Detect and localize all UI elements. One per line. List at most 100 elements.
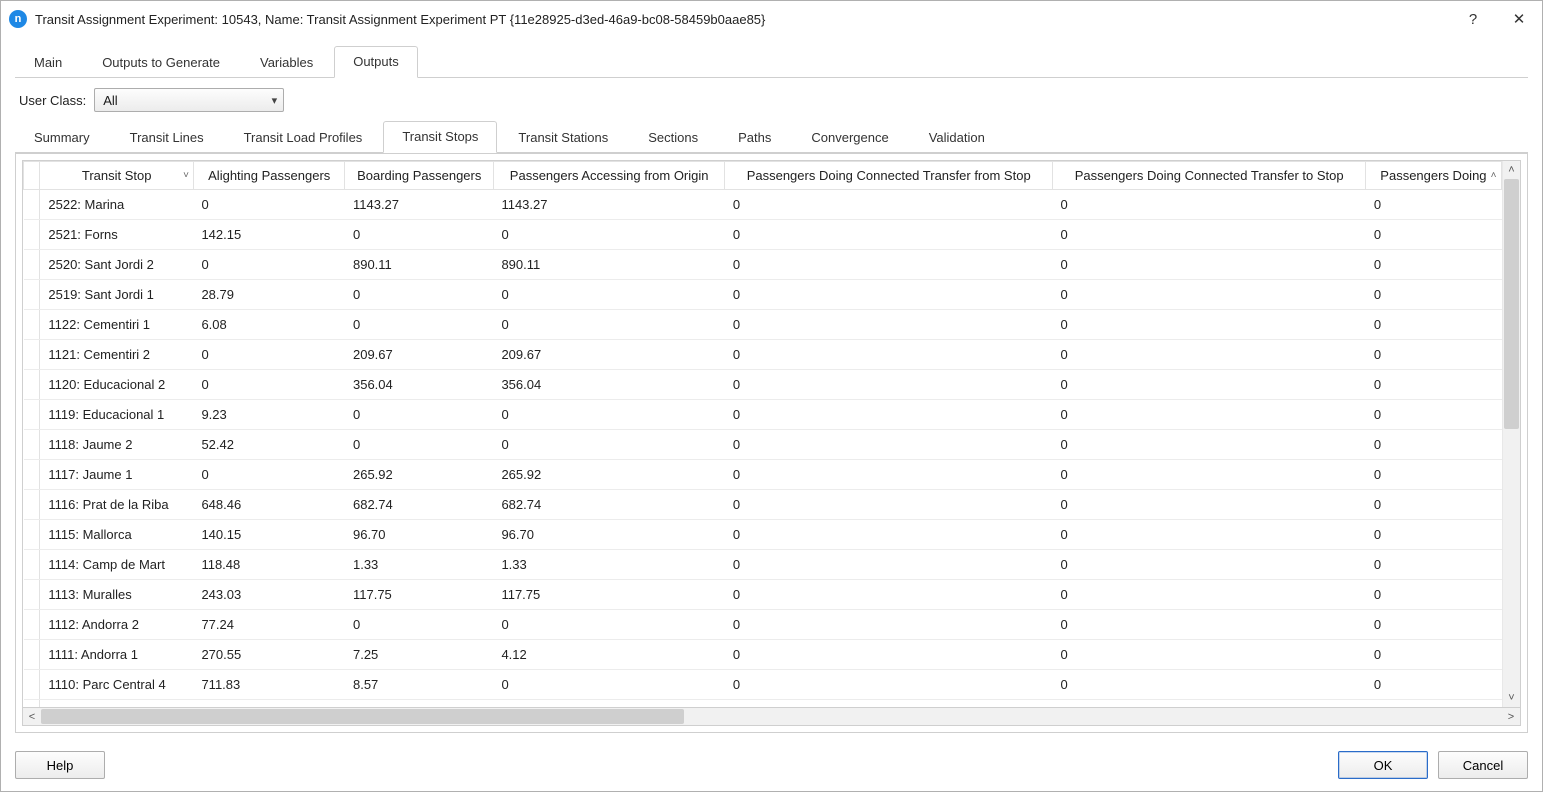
cancel-button[interactable]: Cancel — [1438, 751, 1528, 779]
user-class-select[interactable]: All ▾ — [94, 88, 284, 112]
help-icon[interactable]: ? — [1450, 1, 1496, 37]
row-handle[interactable] — [24, 400, 40, 430]
table-row[interactable]: 1118: Jaume 252.4200000 — [24, 430, 1520, 460]
top-tab-outputs-to-generate[interactable]: Outputs to Generate — [83, 47, 239, 78]
scroll-right-arrow-icon[interactable]: > — [1502, 708, 1520, 725]
table-row[interactable]: 1115: Mallorca140.1596.7096.70000 — [24, 520, 1520, 550]
row-handle[interactable] — [24, 220, 40, 250]
user-class-row: User Class: All ▾ — [19, 88, 1528, 112]
cell-value: 0 — [1053, 490, 1366, 520]
horizontal-scrollbar[interactable]: < > — [23, 707, 1520, 725]
row-handle[interactable] — [24, 610, 40, 640]
cell-value: 117.75 — [345, 580, 493, 610]
table-body: 2522: Marina01143.271143.270002521: Forn… — [24, 190, 1520, 708]
table-row[interactable]: 1122: Cementiri 16.0800000 — [24, 310, 1520, 340]
table-row[interactable]: 1111: Andorra 1270.557.254.12000 — [24, 640, 1520, 670]
table-row[interactable]: 2522: Marina01143.271143.27000 — [24, 190, 1520, 220]
top-tab-variables[interactable]: Variables — [241, 47, 332, 78]
column-header[interactable]: Passengers Doing˄ — [1366, 162, 1501, 190]
row-handle[interactable] — [24, 460, 40, 490]
horizontal-scroll-track[interactable] — [41, 708, 1502, 725]
column-header[interactable]: Alighting Passengers — [193, 162, 345, 190]
close-icon[interactable]: ✕ — [1496, 1, 1542, 37]
cell-value: 0 — [725, 520, 1053, 550]
row-handle[interactable] — [24, 250, 40, 280]
scroll-up-arrow-icon[interactable]: ˄ — [1503, 161, 1520, 179]
sub-tab-transit-lines[interactable]: Transit Lines — [111, 122, 223, 153]
cell-value: 265.92 — [493, 460, 724, 490]
cell-value: 0 — [725, 400, 1053, 430]
row-handle[interactable] — [24, 490, 40, 520]
table-row[interactable]: 1110: Parc Central 4711.838.570000 — [24, 670, 1520, 700]
cell-value: 0 — [345, 700, 493, 708]
sub-tab-transit-stations[interactable]: Transit Stations — [499, 122, 627, 153]
top-tab-outputs[interactable]: Outputs — [334, 46, 418, 78]
cell-stop-name: 1116: Prat de la Riba — [40, 490, 194, 520]
table-row[interactable]: 1108: Parc Central 2113.4300000 — [24, 700, 1520, 708]
cell-value: 0 — [345, 220, 493, 250]
row-handle[interactable] — [24, 550, 40, 580]
sub-tab-paths[interactable]: Paths — [719, 122, 790, 153]
cell-stop-name: 1112: Andorra 2 — [40, 610, 194, 640]
cell-value: 0 — [1053, 670, 1366, 700]
row-handle[interactable] — [24, 190, 40, 220]
cell-value: 1.33 — [345, 550, 493, 580]
top-tab-main[interactable]: Main — [15, 47, 81, 78]
cell-value: 118.48 — [193, 550, 345, 580]
table-row[interactable]: 1119: Educacional 19.2300000 — [24, 400, 1520, 430]
table-row[interactable]: 2519: Sant Jordi 128.7900000 — [24, 280, 1520, 310]
row-handle[interactable] — [24, 340, 40, 370]
row-handle[interactable] — [24, 310, 40, 340]
user-class-value: All — [103, 93, 117, 108]
sub-tab-convergence[interactable]: Convergence — [792, 122, 907, 153]
column-header[interactable]: Passengers Doing Connected Transfer to S… — [1053, 162, 1366, 190]
cell-value: 0 — [493, 700, 724, 708]
help-button[interactable]: Help — [15, 751, 105, 779]
row-handle[interactable] — [24, 580, 40, 610]
cell-value: 0 — [1053, 520, 1366, 550]
cell-stop-name: 1119: Educacional 1 — [40, 400, 194, 430]
cell-value: 0 — [1053, 250, 1366, 280]
row-handle[interactable] — [24, 670, 40, 700]
table-row[interactable]: 1117: Jaume 10265.92265.92000 — [24, 460, 1520, 490]
cell-value: 142.15 — [193, 220, 345, 250]
cell-value: 0 — [345, 310, 493, 340]
cell-value: 0 — [193, 460, 345, 490]
row-handle[interactable] — [24, 700, 40, 708]
table-row[interactable]: 1112: Andorra 277.2400000 — [24, 610, 1520, 640]
vertical-scroll-track[interactable] — [1503, 179, 1520, 689]
cell-value: 0 — [1053, 580, 1366, 610]
row-handle[interactable] — [24, 640, 40, 670]
cell-value: 682.74 — [345, 490, 493, 520]
scroll-down-arrow-icon[interactable]: ˅ — [1503, 689, 1520, 707]
row-handle[interactable] — [24, 520, 40, 550]
column-header[interactable]: Boarding Passengers — [345, 162, 493, 190]
table-row[interactable]: 2520: Sant Jordi 20890.11890.11000 — [24, 250, 1520, 280]
vertical-scroll-thumb[interactable] — [1504, 179, 1519, 429]
sub-tab-sections[interactable]: Sections — [629, 122, 717, 153]
vertical-scrollbar[interactable]: ˄ ˅ — [1502, 161, 1520, 707]
row-handle[interactable] — [24, 370, 40, 400]
table-row[interactable]: 1121: Cementiri 20209.67209.67000 — [24, 340, 1520, 370]
row-handle[interactable] — [24, 280, 40, 310]
table-row[interactable]: 1116: Prat de la Riba648.46682.74682.740… — [24, 490, 1520, 520]
cell-value: 0 — [193, 250, 345, 280]
table-row[interactable]: 1114: Camp de Mart118.481.331.33000 — [24, 550, 1520, 580]
horizontal-scroll-thumb[interactable] — [41, 709, 684, 724]
cell-value: 0 — [1366, 700, 1501, 708]
row-handle[interactable] — [24, 430, 40, 460]
app-icon: n — [9, 10, 27, 28]
table-row[interactable]: 2521: Forns142.1500000 — [24, 220, 1520, 250]
column-header[interactable]: Passengers Accessing from Origin — [493, 162, 724, 190]
cell-stop-name: 1118: Jaume 2 — [40, 430, 194, 460]
sub-tab-validation[interactable]: Validation — [910, 122, 1004, 153]
scroll-left-arrow-icon[interactable]: < — [23, 708, 41, 725]
sub-tab-transit-load-profiles[interactable]: Transit Load Profiles — [225, 122, 382, 153]
sub-tab-summary[interactable]: Summary — [15, 122, 109, 153]
table-row[interactable]: 1120: Educacional 20356.04356.04000 — [24, 370, 1520, 400]
column-header[interactable]: Transit Stop˅ — [40, 162, 194, 190]
ok-button[interactable]: OK — [1338, 751, 1428, 779]
sub-tab-transit-stops[interactable]: Transit Stops — [383, 121, 497, 153]
table-row[interactable]: 1113: Muralles243.03117.75117.75000 — [24, 580, 1520, 610]
column-header[interactable]: Passengers Doing Connected Transfer from… — [725, 162, 1053, 190]
